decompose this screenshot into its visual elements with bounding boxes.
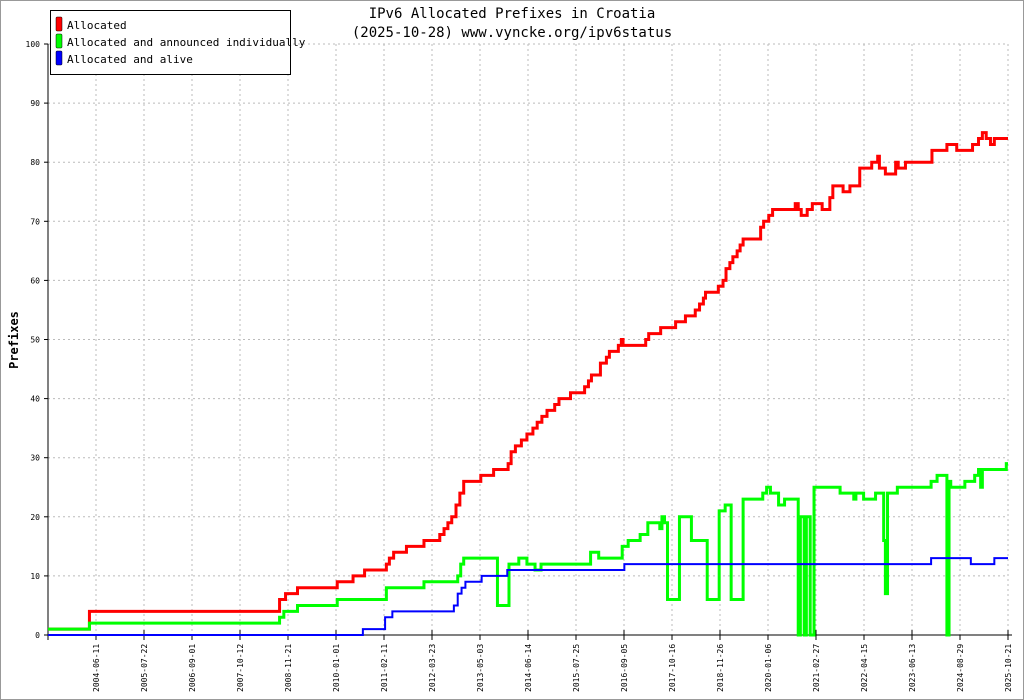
x-tick-label: 2015-07-25 xyxy=(572,644,581,692)
x-tick-label: 2012-03-23 xyxy=(428,644,437,692)
legend-swatch-allocated xyxy=(55,16,63,32)
x-tick-label: 2006-09-01 xyxy=(188,644,197,692)
legend-label-alive: Allocated and alive xyxy=(67,53,193,66)
y-tick-label: 100 xyxy=(26,40,41,49)
series-group xyxy=(48,131,1008,637)
legend-label-announced: Allocated and announced individually xyxy=(67,36,306,49)
x-tick-label: 2018-11-26 xyxy=(716,644,725,692)
y-tick-label: 20 xyxy=(30,513,40,522)
x-tick-label: 2025-10-21 xyxy=(1004,644,1013,692)
x-tick-label: 2022-04-15 xyxy=(860,644,869,692)
x-tick-label: 2013-05-03 xyxy=(476,644,485,692)
series-line-allocated-and-alive xyxy=(48,557,1008,636)
legend-swatch-alive xyxy=(55,50,63,66)
legend-label-allocated: Allocated xyxy=(67,19,127,32)
y-tick-label: 0 xyxy=(35,631,40,640)
y-tick-label: 80 xyxy=(30,158,40,167)
chart-title: IPv6 Allocated Prefixes in Croatia xyxy=(369,6,656,22)
legend: Allocated Allocated and announced indivi… xyxy=(50,10,306,75)
y-tick-label: 90 xyxy=(30,99,40,108)
x-tick-label: 2004-06-11 xyxy=(92,644,101,692)
legend-swatch-announced xyxy=(55,33,63,49)
y-tick-label: 50 xyxy=(30,336,40,345)
series-line-allocated-and-announced-individually xyxy=(48,462,1008,637)
y-tick-label: 10 xyxy=(30,572,40,581)
y-axis-label: Prefixes xyxy=(7,311,21,369)
x-tick-label: 2014-06-14 xyxy=(524,644,533,692)
x-tick-label: 2016-09-05 xyxy=(620,644,629,692)
x-tick-label: 2010-01-01 xyxy=(332,644,341,692)
legend-box xyxy=(50,10,291,75)
y-tick-label: 30 xyxy=(30,454,40,463)
x-tick-label: 2021-02-27 xyxy=(812,644,821,692)
x-tick-label: 2008-11-21 xyxy=(284,644,293,692)
y-tick-label: 60 xyxy=(30,276,40,285)
x-tick-label: 2024-08-29 xyxy=(956,644,965,692)
x-tick-label: 2017-10-16 xyxy=(668,644,677,692)
chart-subtitle: (2025-10-28) www.vyncke.org/ipv6status xyxy=(352,25,672,41)
x-tick-label: 2023-06-13 xyxy=(908,644,917,692)
x-tick-label: 2007-10-12 xyxy=(236,644,245,692)
x-tick-label: 2005-07-22 xyxy=(140,644,149,692)
y-tick-label: 70 xyxy=(30,217,40,226)
x-tick-label: 2020-01-06 xyxy=(764,644,773,692)
y-tick-label: 40 xyxy=(30,395,40,404)
series-line-allocated xyxy=(48,131,1008,631)
x-tick-label: 2011-02-11 xyxy=(380,644,389,692)
